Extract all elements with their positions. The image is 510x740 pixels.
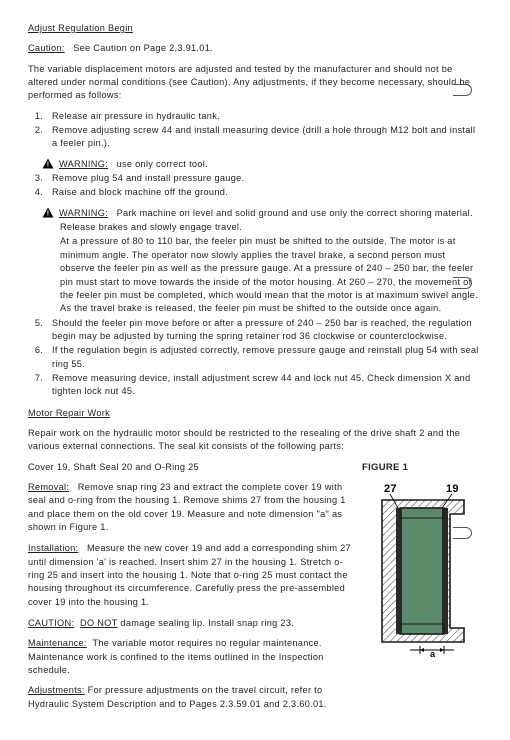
intro: The variable displacement motors are adj… (28, 63, 482, 103)
removal: Removal: Remove snap ring 23 and extract… (28, 481, 352, 534)
warning-1-label: WARNING: (59, 159, 108, 169)
warning-1-text: use only correct tool. (117, 159, 208, 169)
caution-text: See Caution on Page 2.3.91.01. (73, 43, 213, 53)
step-3: Remove plug 54 and install pressure gaug… (46, 172, 482, 185)
step-2: Remove adjusting screw 44 and install me… (46, 124, 482, 151)
motor-intro: Repair work on the hydraulic motor shoul… (28, 427, 482, 454)
figure-1-label: FIGURE 1 (362, 461, 482, 475)
step-6: If the regulation begin is adjusted corr… (46, 344, 482, 371)
fig-num-19: 19 (446, 483, 459, 495)
caution2-label: CAUTION: (28, 618, 74, 628)
step-7: Remove measuring device, install adjustm… (46, 372, 482, 399)
fig-dim-a: a (430, 649, 436, 658)
install-label: Installation: (28, 543, 78, 553)
warning-2-label: WARNING: (59, 208, 108, 218)
fig-num-27: 27 (384, 483, 397, 495)
maint-label: Maintenance: (28, 638, 87, 648)
caution-line: Caution: See Caution on Page 2.3.91.01. (28, 42, 482, 55)
removal-text: Remove snap ring 23 and extract the comp… (28, 482, 346, 532)
step-4: Raise and block machine off the ground. (46, 186, 482, 199)
warning-2: ! WARNING: Park machine on level and sol… (42, 207, 482, 220)
steps-list-3: Should the feeler pin move before or aft… (28, 317, 482, 399)
indent-1: Release brakes and slowly engage travel. (60, 221, 482, 234)
caution-label: Caution: (28, 43, 65, 53)
indent-2: At a pressure of 80 to 110 bar, the feel… (60, 235, 482, 315)
binder-hole-3 (453, 527, 472, 539)
caution-2: CAUTION: DO NOT damage sealing lip. Inst… (28, 617, 352, 630)
removal-label: Removal: (28, 482, 69, 492)
installation: Installation: Measure the new cover 19 a… (28, 542, 352, 609)
step-1: Release air pressure in hydraulic tank. (46, 110, 482, 123)
donot: DO NOT (80, 618, 118, 628)
step-5: Should the feeler pin move before or aft… (46, 317, 482, 344)
maintenance: Maintenance: The variable motor requires… (28, 637, 352, 677)
warning-icon: ! (42, 207, 54, 218)
caution2-text: damage sealing lip. Install snap ring 23… (120, 618, 294, 628)
steps-list-2: Remove plug 54 and install pressure gaug… (28, 172, 482, 200)
adjustments: Adjustments: For pressure adjustments on… (28, 684, 352, 711)
steps-list: Release air pressure in hydraulic tank. … (28, 110, 482, 151)
svg-text:!: ! (47, 161, 49, 168)
page-title: Adjust Regulation Begin (28, 22, 482, 35)
motor-title: Motor Repair Work (28, 407, 482, 420)
warning-1: ! WARNING: use only correct tool. (42, 158, 482, 171)
figure-1: FIGURE 1 27 19 a (362, 461, 482, 663)
binder-hole-1 (453, 84, 472, 96)
warning-icon: ! (42, 158, 54, 169)
svg-text:!: ! (47, 210, 49, 217)
binder-hole-2 (453, 277, 472, 289)
adj-label: Adjustments: (28, 685, 85, 695)
warning-2-text: Park machine on level and solid ground a… (117, 208, 473, 218)
motor-parts: Cover 19, Shaft Seal 20 and O-Ring 25 (28, 461, 352, 474)
figure-1-svg: 27 19 a (362, 478, 482, 658)
